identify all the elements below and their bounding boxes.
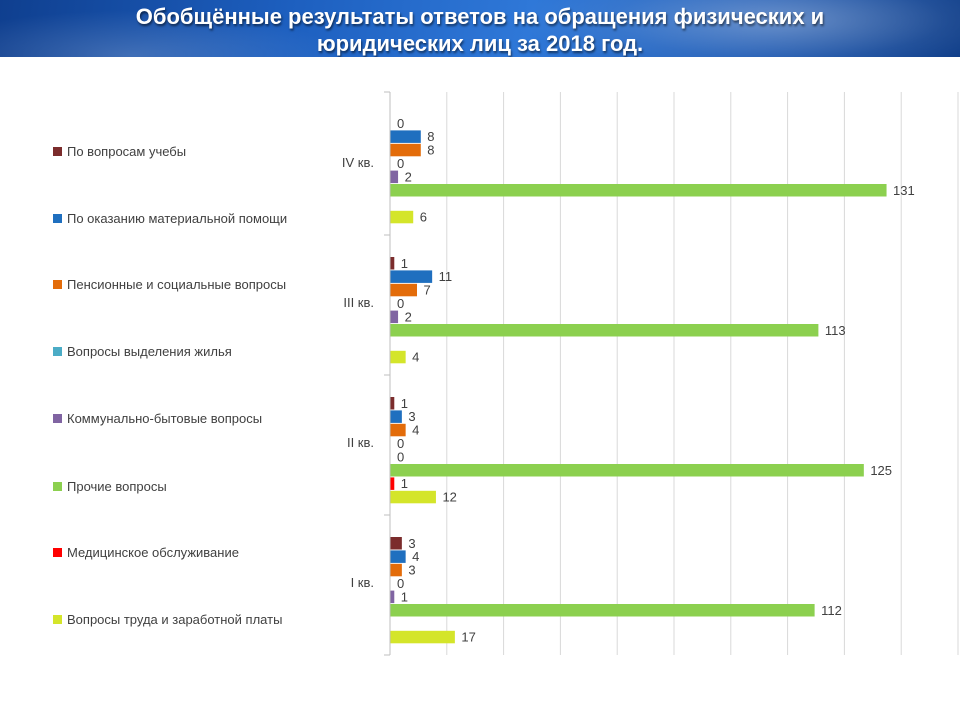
data-label: 112 [821,603,842,618]
data-label: 3 [408,409,415,424]
legend-label: Медицинское обслуживание [67,545,239,560]
category-label: IV кв. [342,155,374,170]
data-label: 113 [825,323,846,338]
bar-2-4 [390,550,406,563]
data-label: 12 [442,490,456,505]
legend-label: Вопросы выделения жилья [67,344,232,359]
bar-6-1 [390,184,887,197]
legend-label: По вопросам учебы [67,144,186,159]
category-label: III кв. [343,295,374,310]
title-banner: Обобщённые результаты ответов на обращен… [0,0,960,57]
data-label: 4 [412,549,419,564]
bar-3-2 [390,283,418,297]
data-label: 17 [461,630,475,645]
page-title-line-1: Обобщённые результаты ответов на обращен… [135,4,825,29]
bar-7-3 [390,477,395,490]
page-title-line-2: юридических лиц за 2018 год. [316,31,644,56]
bar-1-3 [390,397,395,410]
bar-8-2 [390,350,406,364]
data-label: 7 [424,283,431,298]
data-label: 2 [405,309,412,324]
data-label: 1 [401,476,408,491]
bar-6-2 [390,324,819,337]
bar-2-3 [390,410,402,423]
data-label: 1 [401,256,408,271]
category-label: II кв. [347,435,374,450]
bar-8-4 [390,630,455,644]
data-label: 1 [401,396,408,411]
data-label: 3 [408,536,415,551]
legend-marker [53,147,62,156]
data-label: 131 [893,183,915,198]
bar-5-2 [390,310,399,324]
data-label: 3 [408,563,415,578]
legend-marker [53,615,62,624]
data-label: 0 [397,116,404,131]
data-label: 0 [397,436,404,451]
data-label: 11 [439,269,453,284]
legend-label: Прочие вопросы [67,479,167,494]
data-label: 0 [397,449,404,464]
legend-marker [53,280,62,289]
bar-3-3 [390,423,406,437]
bar-2-1 [390,130,421,143]
bar-5-4 [390,590,395,604]
bar-6-3 [390,464,864,477]
legend-label: По оказанию материальной помощи [67,211,287,226]
data-label: 125 [870,463,892,478]
category-label: I кв. [351,575,374,590]
bar-1-2 [390,257,395,270]
data-label: 6 [420,210,427,225]
bar-8-3 [390,490,436,504]
legend-marker [53,214,62,223]
legend-marker [53,347,62,356]
legend-label: Вопросы труда и заработной платы [67,612,282,627]
legend-label: Пенсионные и социальные вопросы [67,277,286,292]
legend-marker [53,548,62,557]
bar-6-4 [390,604,815,617]
bar-5-1 [390,170,399,184]
data-label: 8 [427,143,434,158]
data-label: 0 [397,156,404,171]
bar-3-4 [390,563,402,577]
data-label: 4 [412,423,419,438]
bar-1-4 [390,537,402,550]
banner-highlight [520,0,960,57]
bar-3-1 [390,143,421,157]
data-label: 4 [412,350,419,365]
bar-8-1 [390,210,414,224]
page-title: Обобщённые результаты ответов на обращен… [0,3,960,57]
legend-marker [53,482,62,491]
data-label: 0 [397,296,404,311]
legend-marker [53,414,62,423]
data-label: 2 [405,169,412,184]
data-label: 8 [427,129,434,144]
bar-2-2 [390,270,433,283]
data-label: 0 [397,576,404,591]
data-label: 1 [401,589,408,604]
legend-label: Коммунально-бытовые вопросы [67,411,262,426]
